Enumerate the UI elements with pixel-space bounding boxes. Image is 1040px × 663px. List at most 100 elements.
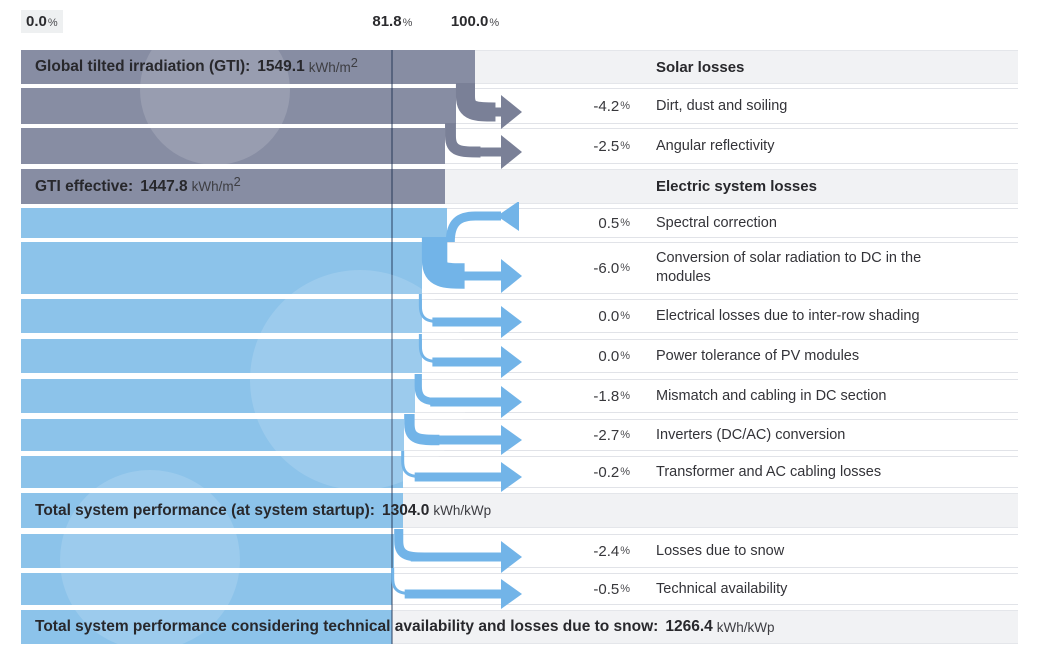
percent-sign: % (620, 545, 630, 557)
loss-label-inverters-conversion: Inverters (DC/AC) conversion (656, 419, 1014, 451)
bar-spectral-correction (21, 208, 448, 238)
row-snow-losses: -2.4% Losses due to snow (21, 529, 1018, 573)
delta-value: -2.5 (593, 137, 620, 155)
bar-title-value: 1549.1 (257, 58, 305, 75)
percent-sign: % (620, 100, 630, 112)
delta-value: -2.4 (593, 542, 620, 560)
delta-percent-dc-conversion: -6.0% (481, 242, 630, 294)
loss-label-text: Dirt, dust and soiling (656, 97, 788, 114)
delta-value: -0.2 (593, 463, 620, 481)
loss-label-text: Technical availability (656, 580, 788, 597)
bar-title-label: Total system performance considering tec… (35, 618, 659, 635)
loss-label-inter-row-shading: Electrical losses due to inter-row shadi… (656, 299, 1014, 333)
row-spectral-correction: 0.5% Spectral correction (21, 202, 1018, 243)
delta-percent-mismatch-dc-cabling: -1.8% (481, 379, 630, 413)
axis-tick-percent-sign: % (47, 17, 58, 29)
bar-title-unit: kWh/kWp (433, 503, 491, 518)
delta-percent-spectral-correction: 0.5% (481, 208, 630, 238)
delta-percent-snow-losses: -2.4% (481, 534, 630, 568)
loss-label-text: Losses due to snow (656, 542, 785, 559)
loss-label-text: Mismatch and cabling in DC section (656, 387, 887, 404)
section-header-gti: Solar losses (656, 58, 745, 76)
final-percent-marker-line (391, 50, 394, 644)
axis-tick-percent-sign: % (489, 17, 500, 29)
bar-title-value: 1447.8 (140, 177, 188, 195)
delta-value: -2.7 (593, 426, 620, 444)
row-transformer-ac-cabling: -0.2% Transformer and AC cabling losses (21, 451, 1018, 492)
row-gti-effective: GTI effective: 1447.8 kWh/m2 Electric syste… (21, 169, 1018, 204)
percent-sign: % (620, 217, 630, 229)
row-inter-row-shading: 0.0% Electrical losses due to inter-row s… (21, 294, 1018, 338)
delta-value: 0.5 (598, 214, 620, 232)
unit-superscript: 2 (233, 173, 241, 189)
bar-title-unit: kWh/m2 (308, 55, 358, 75)
bar-title-value: 1304.0 (381, 501, 430, 519)
bar-dirt-dust-soiling (21, 88, 456, 124)
axis-tick-percent-sign: % (402, 17, 413, 29)
loss-label-text: Spectral correction (656, 214, 777, 231)
percent-sign: % (620, 140, 630, 152)
bar-total-startup (21, 493, 404, 528)
bar-title-value: 1266.4 (665, 618, 713, 635)
percent-sign: % (620, 310, 630, 322)
loss-label-text: Angular reflectivity (656, 137, 775, 154)
row-angular-reflectivity: -2.5% Angular reflectivity (21, 123, 1018, 169)
bar-inverters-conversion (21, 419, 405, 451)
percent-sign: % (620, 583, 630, 595)
bar-title-total-final: Total system performance considering tec… (35, 610, 775, 644)
row-mismatch-dc-cabling: -1.8% Mismatch and cabling in DC section (21, 374, 1018, 418)
bar-gti (21, 50, 475, 84)
unit-superscript: 2 (350, 54, 358, 70)
bar-inter-row-shading (21, 299, 422, 333)
axis-tick-0.0: 0.0% (21, 10, 63, 33)
row-technical-availability: -0.5% Technical availability (21, 568, 1018, 609)
unit-text: kWh/m (191, 179, 234, 194)
axis-tick-value: 0.0 (26, 13, 47, 30)
bar-dc-conversion (21, 242, 422, 294)
axis-tick-value: 81.8 (372, 13, 402, 30)
loss-label-spectral-correction: Spectral correction (656, 208, 1014, 238)
row-power-tolerance: 0.0% Power tolerance of PV modules (21, 334, 1018, 378)
delta-value: -4.2 (593, 97, 620, 115)
bar-transformer-ac-cabling (21, 456, 404, 488)
bar-title-gti: Global tilted irradiation (GTI): 1549.1 kW… (35, 50, 358, 84)
bar-angular-reflectivity (21, 128, 445, 164)
loss-label-power-tolerance: Power tolerance of PV modules (656, 339, 1014, 373)
bar-title-label: Total system performance (at system star… (35, 501, 375, 519)
loss-label-text: Electrical losses due to inter-row shadi… (656, 307, 920, 324)
delta-percent-transformer-ac-cabling: -0.2% (481, 456, 630, 488)
loss-label-text: Inverters (DC/AC) conversion (656, 426, 846, 443)
percent-sign: % (620, 350, 630, 362)
loss-label-technical-availability: Technical availability (656, 573, 1014, 605)
delta-percent-dirt-dust-soiling: -4.2% (481, 88, 630, 124)
bar-total-final (21, 610, 393, 644)
percent-sign: % (620, 466, 630, 478)
percent-sign: % (620, 429, 630, 441)
delta-percent-power-tolerance: 0.0% (481, 339, 630, 373)
loss-label-angular-reflectivity: Angular reflectivity (656, 128, 1014, 164)
percent-sign: % (620, 390, 630, 402)
loss-label-text: Power tolerance of PV modules (656, 347, 860, 364)
row-dc-conversion: -6.0% Conversion of solar radiation to DC… (21, 237, 1018, 294)
loss-label-dirt-dust-soiling: Dirt, dust and soiling (656, 88, 1014, 124)
unit-text: kWh/m (308, 59, 351, 75)
axis-tick-100.0: 100.0% (446, 10, 504, 33)
bar-title-label: Global tilted irradiation (GTI): (35, 58, 251, 75)
bar-title-unit: kWh/m2 (191, 175, 241, 194)
percent-axis: 0.0% 81.8% 100.0% (21, 0, 1018, 50)
axis-tick-value: 100.0 (450, 13, 489, 30)
loss-label-text: Conversion of solar radiation to DC in t… (656, 250, 922, 285)
percent-sign: % (620, 262, 630, 274)
unit-text: kWh/kWp (716, 619, 775, 635)
delta-value: 0.0 (598, 347, 620, 365)
bar-power-tolerance (21, 339, 422, 373)
delta-value: -1.8 (593, 387, 620, 405)
unit-text: kWh/kWp (433, 503, 492, 518)
bar-mismatch-dc-cabling (21, 379, 415, 413)
bar-gti-effective (21, 169, 445, 204)
loss-label-dc-conversion: Conversion of solar radiation to DC in t… (656, 242, 1014, 294)
bar-snow-losses (21, 534, 395, 568)
row-dirt-dust-soiling: -4.2% Dirt, dust and soiling (21, 83, 1018, 129)
loss-label-text: Transformer and AC cabling losses (656, 463, 882, 480)
